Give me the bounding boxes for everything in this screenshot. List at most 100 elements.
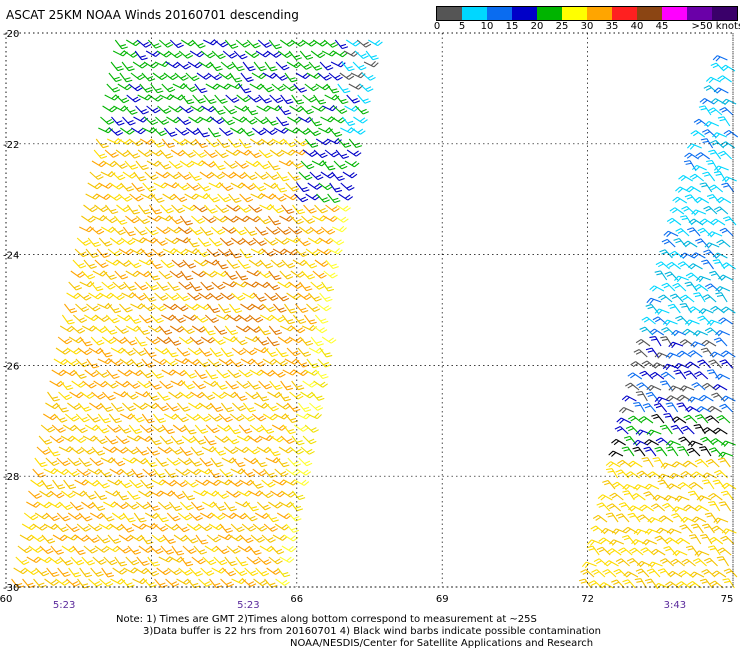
wind-barb [632, 439, 648, 447]
wind-barb [668, 472, 684, 480]
wind-barb [637, 514, 652, 523]
wind-barb [171, 314, 187, 323]
wind-barb [120, 127, 135, 135]
wind-barb [90, 336, 105, 346]
wind-barb [719, 107, 734, 116]
wind-barb [219, 182, 234, 192]
wind-barb [636, 470, 651, 479]
wind-barb [81, 556, 96, 566]
wind-barb [604, 560, 619, 567]
wind-barb [654, 308, 670, 315]
wind-barb [312, 325, 328, 334]
wind-barb [696, 275, 711, 283]
wind-barb [268, 501, 283, 509]
wind-barb [721, 482, 737, 490]
wind-barb [295, 303, 309, 313]
wind-barb [279, 39, 295, 47]
wind-barb [317, 358, 332, 368]
wind-barb [712, 132, 727, 139]
wind-barb [133, 512, 147, 523]
wind-barb [307, 237, 323, 245]
wind-barb [334, 215, 349, 223]
wind-barb [701, 479, 715, 490]
wind-barb [82, 380, 97, 389]
wind-barb [225, 380, 239, 390]
wind-barb [710, 305, 725, 314]
legend-swatch [437, 7, 462, 20]
wind-barb [252, 523, 268, 532]
wind-barb [94, 259, 109, 269]
wind-barb [708, 149, 722, 160]
wind-barb [47, 446, 61, 457]
wind-barb [111, 226, 126, 236]
wind-barb [198, 292, 213, 300]
wind-barb [91, 446, 106, 456]
wind-barb [75, 303, 90, 312]
wind-barb [311, 391, 325, 401]
wind-barb [684, 319, 700, 326]
wind-barb [150, 424, 166, 433]
wind-barb [708, 545, 721, 556]
wind-barb [11, 578, 25, 589]
wind-barb [245, 446, 260, 455]
wind-barb [236, 94, 251, 103]
wind-barb [181, 94, 195, 105]
wind-barb [188, 226, 203, 236]
legend-swatch [462, 7, 487, 20]
wind-barb [164, 523, 180, 531]
wind-barb [640, 547, 655, 556]
wind-barb [691, 516, 707, 523]
wind-barb [83, 259, 97, 269]
wind-barb [151, 193, 165, 203]
wind-barb [261, 479, 276, 488]
wind-barb [629, 547, 644, 556]
wind-barb [132, 577, 148, 585]
wind-barb [271, 424, 287, 431]
wind-barb [708, 536, 724, 545]
wind-barb [273, 303, 287, 313]
wind-barb [171, 490, 186, 500]
wind-barb [140, 479, 154, 489]
wind-barb [657, 473, 673, 481]
wind-barb [164, 237, 180, 245]
wind-barb [155, 512, 169, 523]
wind-barb [644, 439, 659, 446]
wind-barb [666, 528, 682, 535]
wind-barb [152, 72, 168, 81]
wind-barb [307, 182, 323, 190]
wind-barb [262, 303, 277, 313]
wind-barb [658, 515, 674, 523]
wind-barb [674, 275, 689, 283]
wind-barb [318, 182, 333, 191]
wind-barb [146, 105, 161, 114]
wind-barb [268, 325, 283, 336]
wind-barb [715, 292, 728, 303]
wind-barb [292, 204, 306, 215]
wind-barb [67, 402, 82, 410]
wind-barb [77, 402, 92, 412]
wind-barb [692, 558, 707, 567]
wind-barb [114, 325, 129, 334]
wind-barb [200, 50, 216, 59]
wind-barb [125, 501, 140, 510]
wind-barb [663, 230, 679, 238]
wind-barb [663, 545, 677, 556]
wind-barb [95, 369, 110, 378]
wind-barb [124, 446, 139, 455]
wind-barb [252, 127, 267, 136]
wind-barb [184, 534, 199, 544]
wind-barb [145, 336, 161, 345]
wind-barb [37, 501, 52, 509]
wind-barb [83, 204, 98, 213]
wind-barb [270, 545, 285, 555]
wind-barb [660, 462, 676, 469]
wind-barb [348, 138, 363, 149]
wind-barb [169, 270, 184, 279]
wind-barb [136, 501, 151, 510]
wind-barb [249, 424, 265, 433]
wind-barb [181, 380, 196, 390]
wind-barb [277, 50, 293, 59]
wind-barb [695, 414, 709, 424]
wind-barb [280, 435, 295, 445]
wind-barb [239, 534, 254, 544]
